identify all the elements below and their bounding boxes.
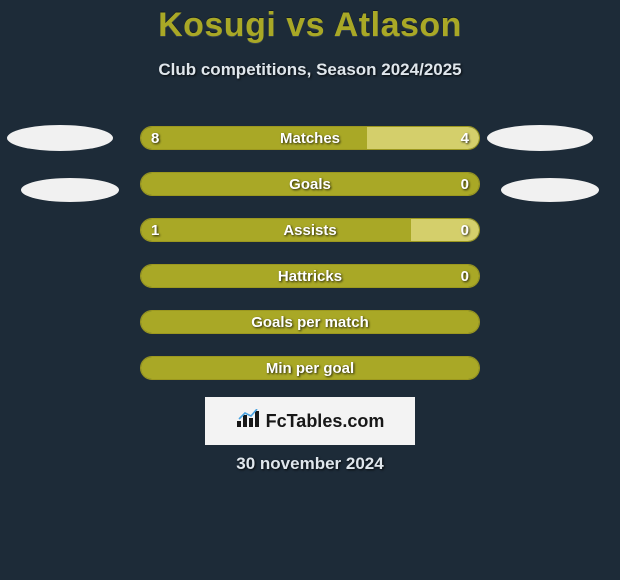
stat-row: Goals0 <box>140 172 480 196</box>
stat-row: Goals per match <box>140 310 480 334</box>
stat-bar-left <box>141 265 479 287</box>
decorative-ellipse <box>21 178 119 202</box>
infographic-date: 30 november 2024 <box>0 454 620 474</box>
stat-row: Min per goal <box>140 356 480 380</box>
stat-row: Assists10 <box>140 218 480 242</box>
stat-row: Matches84 <box>140 126 480 150</box>
stat-bar-left <box>141 127 367 149</box>
brand-text: FcTables.com <box>266 411 385 432</box>
decorative-ellipse <box>487 125 593 151</box>
stat-bar-left <box>141 311 479 333</box>
stat-bar-right <box>367 127 479 149</box>
decorative-ellipse <box>7 125 113 151</box>
bar-chart-icon <box>236 409 260 434</box>
page-subtitle: Club competitions, Season 2024/2025 <box>0 60 620 80</box>
page-title: Kosugi vs Atlason <box>0 6 620 45</box>
stat-bar-right <box>411 219 479 241</box>
decorative-ellipse <box>501 178 599 202</box>
brand-badge: FcTables.com <box>205 397 415 445</box>
stat-bar-left <box>141 357 479 379</box>
stat-bar-left <box>141 219 411 241</box>
stat-bar-left <box>141 173 479 195</box>
stat-row: Hattricks0 <box>140 264 480 288</box>
comparison-bars: Matches84 Goals0 Assists10 Hattricks0 Goals … <box>140 126 480 402</box>
comparison-infographic: Kosugi vs Atlason Club competitions, Sea… <box>0 0 620 580</box>
